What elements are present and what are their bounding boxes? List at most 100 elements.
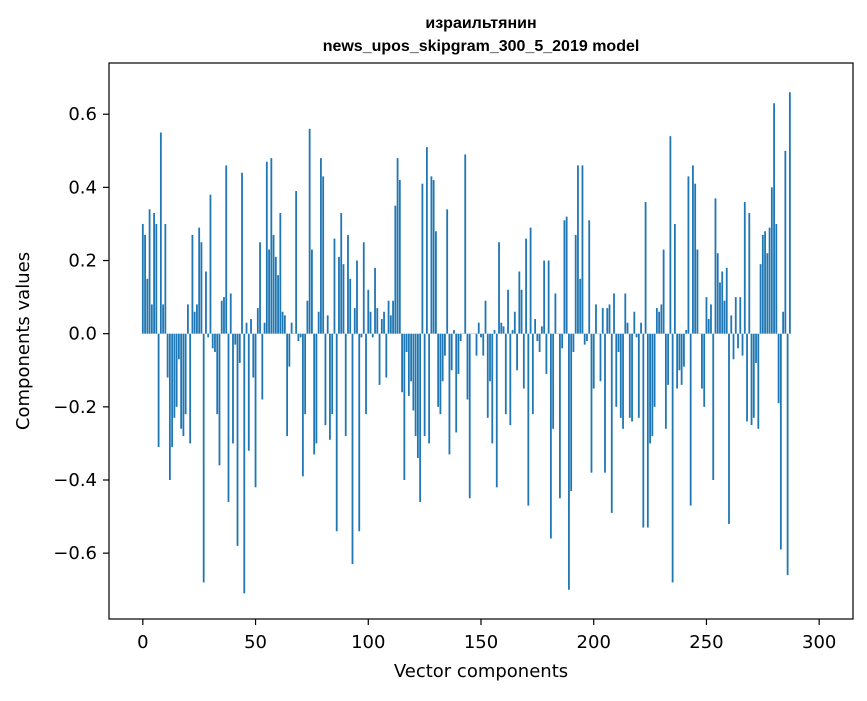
bar [273, 235, 275, 334]
bar [548, 261, 550, 334]
bar [428, 334, 430, 444]
bar [160, 133, 162, 334]
bar [275, 257, 277, 334]
bar [717, 253, 719, 333]
bar [153, 213, 155, 334]
bar [155, 224, 157, 334]
chart-title-line1: израильтянин [425, 15, 536, 32]
bar [331, 334, 333, 414]
bar [645, 202, 647, 334]
bar [255, 334, 257, 488]
bar [701, 334, 703, 389]
bar [252, 334, 254, 378]
bar [392, 301, 394, 334]
bar [203, 334, 205, 583]
bar [633, 312, 635, 334]
bar [239, 334, 241, 363]
bar [295, 191, 297, 334]
bar [284, 315, 286, 333]
bar [482, 334, 484, 356]
bar [334, 239, 336, 334]
bar [216, 334, 218, 414]
bar [762, 235, 764, 334]
bar [302, 334, 304, 477]
bar [523, 334, 525, 389]
bar [282, 312, 284, 334]
bar [582, 165, 584, 333]
bar [201, 242, 203, 333]
bar [485, 301, 487, 334]
x-tick-label: 50 [244, 632, 267, 653]
bar [370, 312, 372, 334]
bar [618, 334, 620, 352]
bar [778, 334, 780, 404]
bar [555, 293, 557, 333]
bar [372, 334, 374, 338]
bar [726, 268, 728, 334]
bar [760, 264, 762, 334]
bar [194, 312, 196, 334]
bar [507, 290, 509, 334]
bar [627, 323, 629, 334]
bar [570, 334, 572, 491]
bar [575, 235, 577, 334]
bar [286, 334, 288, 436]
bar [527, 334, 529, 506]
bar [595, 304, 597, 333]
bar [316, 334, 318, 444]
bar [651, 334, 653, 436]
bar [455, 334, 457, 433]
bar [307, 301, 309, 334]
bar [739, 297, 741, 334]
bar [277, 275, 279, 334]
bar [169, 334, 171, 480]
bar [525, 239, 527, 334]
x-axis-label: Vector components [394, 661, 568, 682]
x-tick-label: 300 [802, 632, 836, 653]
bar [469, 334, 471, 499]
bar [751, 334, 753, 425]
bar [329, 334, 331, 440]
bar [755, 334, 757, 363]
chart-title-line2: news_upos_skipgram_300_5_2019 model [323, 38, 640, 55]
bar [212, 334, 214, 349]
bar [180, 334, 182, 429]
bar [593, 334, 595, 389]
bar [505, 334, 507, 414]
bar [361, 334, 363, 338]
bar [266, 162, 268, 334]
bar [171, 334, 173, 447]
bar [358, 334, 360, 532]
bar [789, 92, 791, 333]
bar [561, 334, 563, 349]
bar [710, 304, 712, 333]
bar [221, 301, 223, 334]
y-tick-label: 0.2 [68, 251, 97, 272]
bar [491, 334, 493, 444]
bar [352, 334, 354, 564]
bar [640, 323, 642, 334]
bar [586, 334, 588, 341]
bar [304, 334, 306, 414]
bar [667, 334, 669, 385]
bar [647, 334, 649, 528]
bar [268, 250, 270, 334]
bar [340, 213, 342, 334]
bar [162, 304, 164, 333]
bar [690, 334, 692, 506]
bars-layer [142, 92, 791, 593]
bar [399, 180, 401, 334]
bar [552, 334, 554, 429]
bar [688, 176, 690, 333]
bar [579, 279, 581, 334]
bar [311, 250, 313, 334]
bar [259, 242, 261, 333]
bar [573, 334, 575, 352]
bar [151, 304, 153, 333]
bar [288, 334, 290, 367]
bar [728, 334, 730, 524]
bar [383, 312, 385, 334]
bar [207, 334, 209, 338]
bar [198, 228, 200, 334]
bar [559, 334, 561, 499]
